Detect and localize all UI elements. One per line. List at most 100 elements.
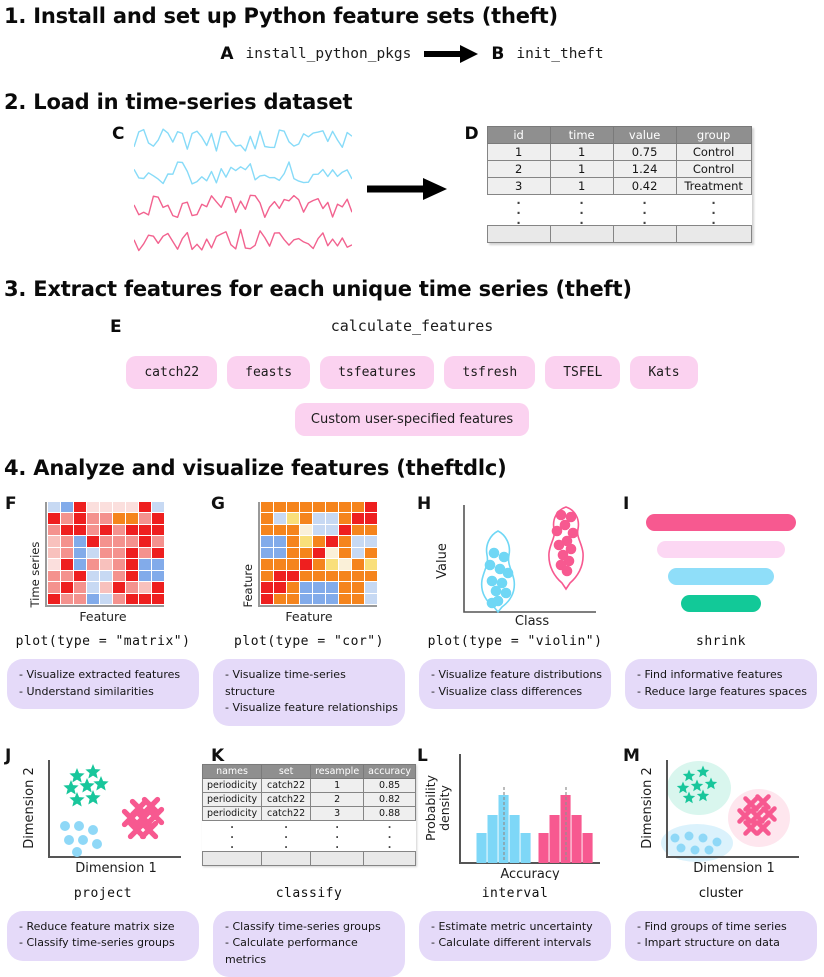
arrow-right-icon — [366, 177, 448, 201]
panel-I: I shrink - Find informative features - R… — [618, 482, 824, 726]
panel-caption: project — [0, 886, 206, 901]
table-cell: Control — [676, 144, 751, 161]
funnel-bar — [681, 595, 761, 612]
svg-text:Accuracy: Accuracy — [500, 867, 560, 880]
y-axis-label: Feature — [241, 502, 255, 608]
panel-caption: interval — [412, 886, 618, 901]
bullet: - Calculate different intervals — [431, 935, 605, 952]
bullet: - Reduce large features spaces — [637, 684, 811, 701]
column-header: group — [676, 127, 751, 144]
panel-bullets: - Visualize feature distributions - Visu… — [419, 659, 611, 709]
svg-text:Dimension 1: Dimension 1 — [693, 861, 775, 876]
cluster-scatter-plot: Dimension 2 Dimension 1 — [618, 750, 824, 880]
feature-set-chip-tsfel: TSFEL — [545, 356, 620, 389]
panel-caption: plot(type = "violin") — [412, 634, 618, 649]
table-cell: 1 — [550, 161, 613, 178]
panel-caption: plot(type = "matrix") — [0, 634, 206, 649]
panel-letter-a: A — [220, 44, 233, 64]
panel-letter-e: E — [110, 317, 122, 337]
column-header: value — [613, 127, 676, 144]
bullet: - Visualize feature relationships — [225, 700, 399, 717]
funnel-bar — [668, 568, 774, 585]
svg-text:Dimension 2: Dimension 2 — [22, 767, 37, 849]
column-header: names — [202, 764, 261, 778]
bullet: - Find groups of time series — [637, 919, 811, 936]
panel-caption: cluster — [618, 886, 824, 901]
panel-letter: K — [211, 746, 224, 766]
bullet: - Calculate performance metrics — [225, 935, 399, 968]
table-cell: Treatment — [676, 178, 751, 195]
panel-letter: G — [211, 494, 225, 514]
column-header: time — [550, 127, 613, 144]
table-cell: catch22 — [262, 806, 311, 820]
section-2-title: 2. Load in time-series dataset — [4, 90, 824, 114]
panel-letter: F — [5, 494, 17, 514]
panel-bullets: - Visualize extracted features - Underst… — [7, 659, 199, 709]
column-header: set — [262, 764, 311, 778]
table-cell: 2 — [311, 792, 364, 806]
panel-bullets: - Find informative features - Reduce lar… — [625, 659, 817, 709]
panel-bullets: - Visualize time-series structure - Visu… — [213, 659, 405, 726]
panel-caption: classify — [206, 886, 412, 901]
bullet: - Visualize class differences — [431, 684, 605, 701]
x-axis-label: Feature — [79, 609, 126, 624]
code-init-theft: init_theft — [516, 46, 603, 62]
bullet: - Reduce feature matrix size — [19, 919, 193, 936]
arrow-right-icon — [423, 44, 479, 64]
correlation-heatmap: Feature Feature — [206, 498, 412, 628]
feature-set-chip-tsfresh: tsfresh — [444, 356, 535, 389]
table-cell: 3 — [487, 178, 550, 195]
feature-set-chip-feasts: feasts — [227, 356, 310, 389]
bullet: - Impart structure on data — [637, 935, 811, 952]
table-cell: 1.24 — [613, 161, 676, 178]
bullet: - Visualize extracted features — [19, 667, 193, 684]
timeseries-line — [134, 192, 352, 220]
bullet: - Understand similarities — [19, 684, 193, 701]
x-axis-label: Feature — [285, 609, 332, 624]
panel-letter: H — [417, 494, 431, 514]
svg-text:Probability: Probability — [424, 774, 438, 841]
bullet: - Classify time-series groups — [225, 919, 399, 936]
panel-bullets: - Estimate metric uncertainty - Calculat… — [419, 911, 611, 961]
table-cell: Control — [676, 161, 751, 178]
svg-text:Class: Class — [515, 614, 549, 627]
svg-text:Dimension 2: Dimension 2 — [640, 767, 655, 849]
custom-features-chip: Custom user-specified features — [295, 403, 529, 436]
bullet: - Visualize feature distributions — [431, 667, 605, 684]
column-header: resample — [311, 764, 364, 778]
table-cell: 3 — [311, 806, 364, 820]
section-1-title: 1. Install and set up Python feature set… — [4, 4, 824, 28]
code-calculate-features: calculate_features — [0, 317, 824, 335]
section-4-title: 4. Analyze and visualize features (theft… — [4, 456, 824, 480]
table-cell: periodicity — [202, 806, 261, 820]
timeseries-plot — [134, 126, 352, 253]
section-install: 1. Install and set up Python feature set… — [0, 0, 824, 64]
panel-caption: shrink — [618, 634, 824, 649]
column-header: id — [487, 127, 550, 144]
svg-text:density: density — [437, 784, 452, 830]
table-cell: periodicity — [202, 778, 261, 792]
panel-letter-c: C — [112, 124, 124, 144]
section-3-title: 3. Extract features for each unique time… — [4, 277, 824, 301]
section-analyze: 4. Analyze and visualize features (theft… — [0, 456, 824, 977]
timeseries-line — [134, 225, 352, 253]
table-cell: 1 — [550, 144, 613, 161]
panel-bullets: - Classify time-series groups - Calculat… — [213, 911, 405, 977]
feature-set-row: catch22 feasts tsfeatures tsfresh TSFEL … — [0, 356, 824, 389]
table-cell: 1 — [487, 144, 550, 161]
feature-set-chip-tsfeatures: tsfeatures — [320, 356, 434, 389]
